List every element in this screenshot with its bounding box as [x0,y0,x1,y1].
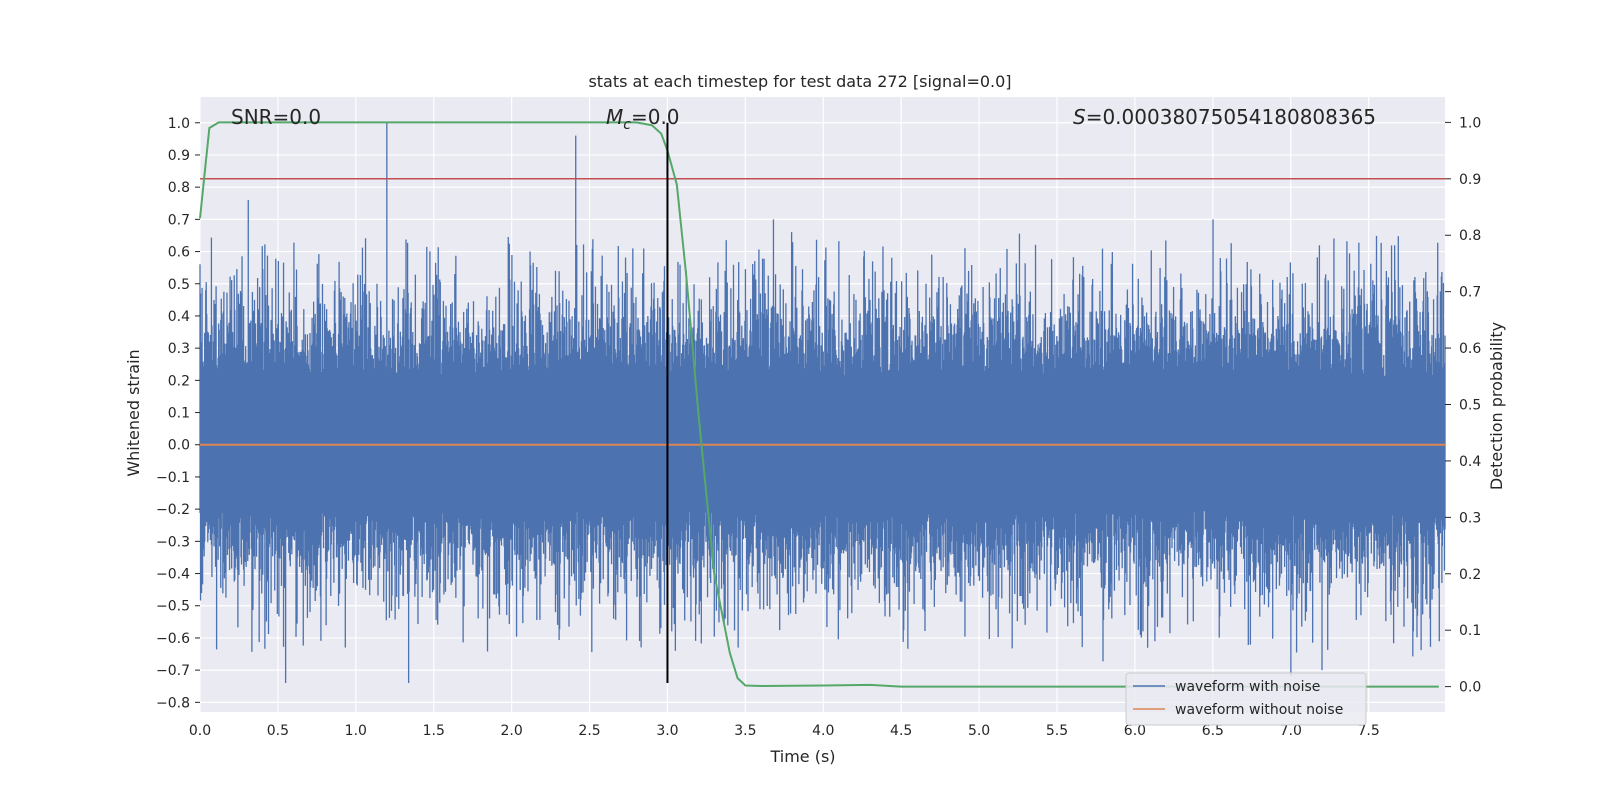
x-tick-label: 2.5 [578,723,600,739]
x-tick-label: 3.5 [734,723,756,739]
x-tick-label: 7.0 [1280,723,1302,739]
chirp-mass-value: =0.0 [631,105,680,129]
y-left-tick-label: −0.1 [156,470,190,486]
series-detection-probability [199,121,1439,688]
x-tick-label: 6.0 [1124,723,1146,739]
x-tick-label: 6.5 [1202,723,1224,739]
chirp-mass-subscript: c [623,117,631,133]
x-tick-label: 3.0 [656,723,678,739]
y-right-tick-label: 0.5 [1459,398,1481,414]
y-left-tick-label: 0.2 [168,373,190,389]
legend-label-waveform-without-noise: waveform without noise [1175,702,1343,718]
y-right-tick-label: 0.9 [1459,172,1481,188]
axis-ticks: 0.0 0.5 1.0 1.5 2.0 2.5 3.0 3.5 4.0 4.5 5.0 5.5 6.0 6… [156,115,1481,739]
y-left-tick-label: −0.7 [156,663,190,679]
score-value: =0.00038075054180808365 [1086,105,1376,129]
chart-title: stats at each timestep for test data 272… [588,72,1011,91]
y-right-tick-label: 0.1 [1459,623,1481,639]
x-tick-label: 1.0 [345,723,367,739]
y-left-tick-label: 0.4 [168,309,190,325]
x-tick-label: 4.0 [812,723,834,739]
chirp-mass-symbol: M [606,105,623,129]
y-left-tick-label: 0.6 [168,245,190,261]
y-axis-right-label: Detection probability [1487,322,1506,490]
snr-annotation: SNR=0.0 [231,105,321,129]
legend-box [1125,672,1367,726]
y-left-tick-label: −0.2 [156,502,190,518]
y-left-tick-label: −0.4 [156,567,190,583]
y-left-tick-label: 0.7 [168,212,190,228]
y-left-tick-label: 0.3 [168,341,190,357]
y-left-tick-label: 1.0 [168,116,190,132]
y-left-tick-label: 0.0 [168,438,190,454]
y-right-tick-label: 0.8 [1459,228,1481,244]
y-right-tick-label: 0.0 [1459,680,1481,696]
x-tick-label: 0.5 [267,723,289,739]
x-tick-label: 5.0 [968,723,990,739]
y-left-tick-label: 0.9 [168,148,190,164]
y-right-tick-label: 0.4 [1459,454,1481,470]
y-right-tick-label: 0.3 [1459,510,1481,526]
x-tick-label: 0.0 [189,723,211,739]
x-tick-label: 2.0 [501,723,523,739]
legend: waveform with noise waveform without noi… [1125,672,1367,726]
y-left-tick-label: −0.3 [156,534,190,550]
x-tick-label: 4.5 [890,723,912,739]
y-left-tick-label: −0.6 [156,631,190,647]
y-right-tick-label: 0.6 [1459,341,1481,357]
y-right-tick-label: 0.7 [1459,285,1481,301]
score-annotation: S=0.00038075054180808365 [1073,105,1376,129]
x-tick-label: 1.5 [423,723,445,739]
legend-label-waveform-with-noise: waveform with noise [1175,679,1320,695]
y-right-tick-label: 0.2 [1459,567,1481,583]
y-left-tick-label: 0.5 [168,277,190,293]
score-symbol: S [1073,105,1086,129]
x-axis-label: Time (s) [769,747,835,766]
x-tick-label: 7.5 [1358,723,1380,739]
y-left-tick-label: −0.8 [156,695,190,711]
detection-probability-line [199,121,1439,688]
y-left-tick-label: −0.5 [156,599,190,615]
x-tick-label: 5.5 [1046,723,1068,739]
y-right-tick-label: 1.0 [1459,115,1481,131]
y-axis-left-label: Whitened strain [124,349,143,476]
chirp-mass-annotation: Mc=0.0 [606,105,680,133]
y-left-tick-label: 0.8 [168,180,190,196]
y-left-tick-label: 0.1 [168,406,190,422]
